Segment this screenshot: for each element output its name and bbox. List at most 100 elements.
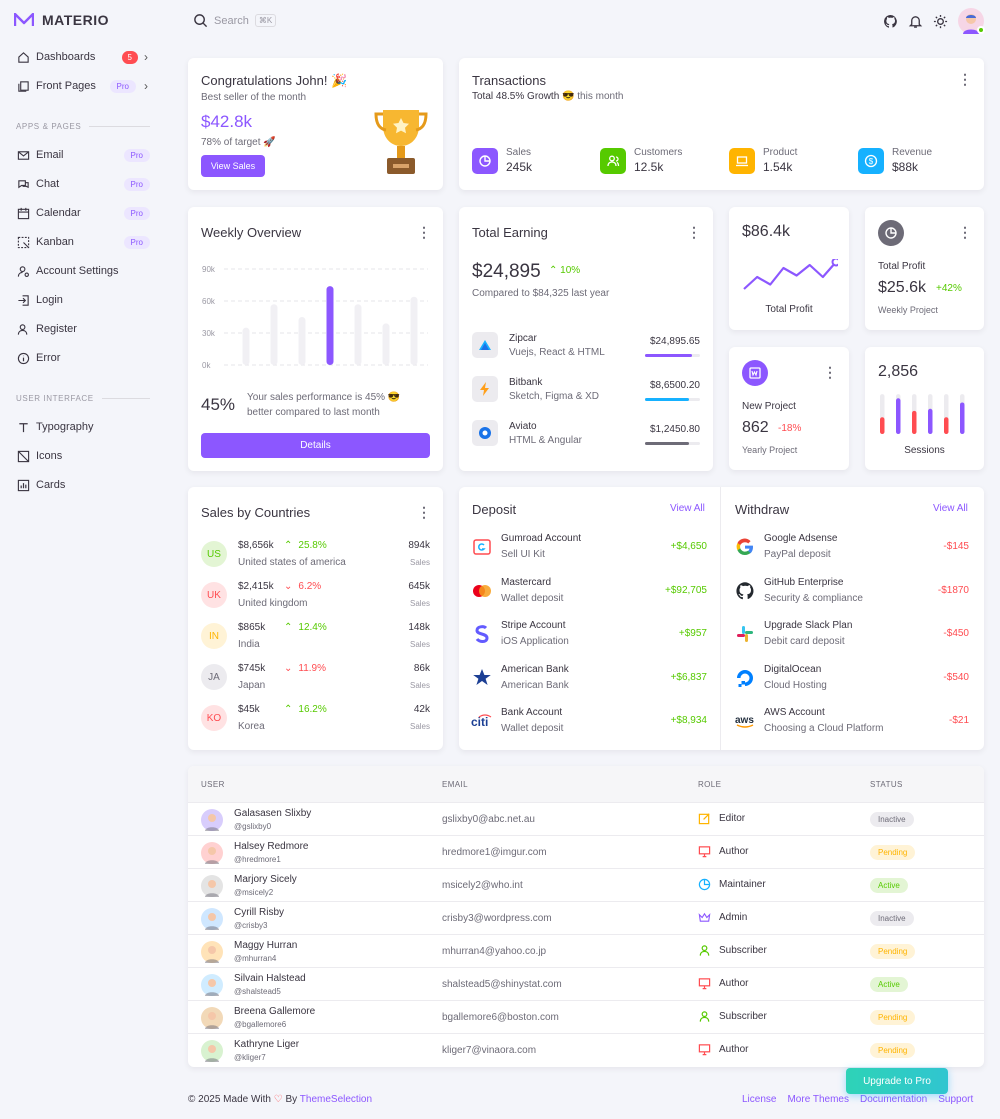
deposit-name: Stripe Account [501,620,566,632]
table-row[interactable]: Silvain Halstead @shalstead5 shalstead5@sh… [188,967,984,1000]
deposit-name: American Bank [501,663,569,675]
materio-logo-icon [14,13,34,26]
weekly-bar [242,327,250,365]
table-row[interactable]: Breena Gallemore @bgallemore6 bgallemore6@… [188,1000,984,1033]
footer-link-more-themes[interactable]: More Themes [787,1094,849,1105]
table-row[interactable]: Kathryne Liger @kliger7 kliger7@vinaora.co… [188,1033,984,1066]
country-amount: $45k [238,704,260,715]
user-role: Author [698,1043,748,1056]
country-avatar: KO [201,705,227,731]
themeselection-link[interactable]: ThemeSelection [299,1094,373,1105]
earning-item-amount: $1,2450.80 [649,424,700,435]
total-earning-card: Total Earning ⋮ $24,895 ⌃ 10% Compared t… [459,207,713,471]
sidebar-item-dashboards[interactable]: Dashboards 5 › [0,44,160,70]
profit-label: Total Profit [765,304,813,315]
view-sales-button[interactable]: View Sales [201,155,265,177]
country-sales: 148k [408,622,430,633]
arrow-up-icon: ⌃ [284,622,293,633]
user-handle: @gslixby0 [234,822,272,831]
pro-badge: Pro [123,206,150,220]
pro-badge: Pro [109,79,136,93]
country-avatar: JA [201,664,227,690]
bell-icon[interactable] [908,14,923,29]
sidebar-item-icons[interactable]: Icons [0,443,160,469]
earning-item-name: Bitbank [509,377,543,388]
calendar-icon [16,206,30,220]
table-row[interactable]: Halsey Redmore @hredmore1 hredmore1@imgur.… [188,835,984,868]
sidebar-item-kanban[interactable]: Kanban Pro [0,229,160,255]
details-button[interactable]: Details [201,433,430,458]
user-handle: @hredmore1 [234,855,281,864]
section-user-interface: USER INTERFACE [16,394,150,403]
avatar-illustration-icon [205,946,219,963]
github-icon[interactable] [883,14,898,29]
sidebar-item-register[interactable]: Register [0,316,160,342]
dollar-icon: $ [858,147,884,174]
deposit-name: Gumroad Account [501,533,582,544]
svg-text:$: $ [869,157,874,166]
avatar [201,809,223,831]
table-row[interactable]: Galasasen Slixby @gslixby0 gslixby0@abc.ne… [188,802,984,835]
sidebar-item-typography[interactable]: Typography [0,414,160,440]
sidebar-item-error[interactable]: Error [0,345,160,371]
user-name: Marjory Sicely [234,874,297,885]
login-icon [16,293,30,307]
user-role: Editor [698,812,745,825]
earning-item-amount: $24,895.65 [649,336,700,347]
sidebar-item-front-pages[interactable]: Front Pages Pro › [0,73,160,99]
trophy-icon [374,110,428,174]
chat-icon [16,177,30,191]
more-options-icon[interactable]: ⋮ [958,71,972,87]
user-role: Subscriber [698,944,767,957]
mastercard-icon [471,580,493,602]
status-badge: Inactive [870,911,914,926]
table-row[interactable]: Maggy Hurran @mhurran4 mhurran4@yahoo.co.j… [188,934,984,967]
y-tick-label: 90k [202,265,216,274]
notification-badge: 5 [121,50,138,64]
more-options-icon[interactable]: ⋮ [687,224,701,240]
weekly-title: Weekly Overview [201,225,302,240]
user-role: Author [698,977,748,990]
files-icon [16,79,30,93]
status-badge: Pending [870,1010,916,1025]
earning-item-sub: Sketch, Figma & XD [509,391,600,402]
sidebar-item-calendar[interactable]: Calendar Pro [0,200,160,226]
country-sales-label: Sales [409,722,430,731]
footer-link-license[interactable]: License [742,1094,777,1105]
earning-change: ⌃ 10% [549,265,581,276]
footer-credit: © 2025 Made With ♡ By ThemeSelection [188,1094,373,1105]
country-sales-label: Sales [409,558,430,567]
sessions-card: 2,856 Sessions [865,347,984,470]
country-name: Japan [238,680,266,691]
more-options-icon[interactable]: ⋮ [958,224,972,240]
chart-icon [16,478,30,492]
footer-link-documentation[interactable]: Documentation [859,1094,928,1105]
country-avatar: US [201,541,227,567]
weekly-bar-chart: 90k 60k 30k 0k [202,265,428,370]
upgrade-to-pro-button[interactable]: Upgrade to Pro [846,1068,948,1094]
sidebar-item-email[interactable]: Email Pro [0,142,160,168]
user-avatar[interactable] [958,8,985,34]
withdraw-view-all-link[interactable]: View All [933,503,968,514]
table-row[interactable]: Cyrill Risby @crisby3 crisby3@wordpress.co… [188,901,984,934]
avatar-illustration-icon [205,880,219,897]
more-options-icon[interactable]: ⋮ [417,504,431,520]
sidebar-item-chat[interactable]: Chat Pro [0,171,160,197]
more-options-icon[interactable]: ⋮ [823,364,837,380]
sidebar-item-login[interactable]: Login [0,287,160,313]
withdraw-title: Withdraw [735,502,790,517]
deposit-view-all-link[interactable]: View All [670,503,705,514]
lightning-icon [472,376,498,402]
stat-sales: Sales 245k [472,147,532,174]
more-options-icon[interactable]: ⋮ [417,224,431,240]
status-badge: Inactive [870,812,914,827]
sidebar-item-account-settings[interactable]: Account Settings [0,258,160,284]
footer-link-support[interactable]: Support [938,1094,974,1105]
sun-icon[interactable] [933,14,948,29]
search-input[interactable]: Search ⌘K [193,13,277,28]
table-row[interactable]: Marjory Sicely @msicely2 msicely2@who.int M… [188,868,984,901]
avatar-illustration-icon [205,1012,219,1029]
sidebar-item-cards[interactable]: Cards [0,472,160,498]
logo[interactable]: MATERIO [14,12,109,28]
y-tick-label: 60k [202,297,216,306]
